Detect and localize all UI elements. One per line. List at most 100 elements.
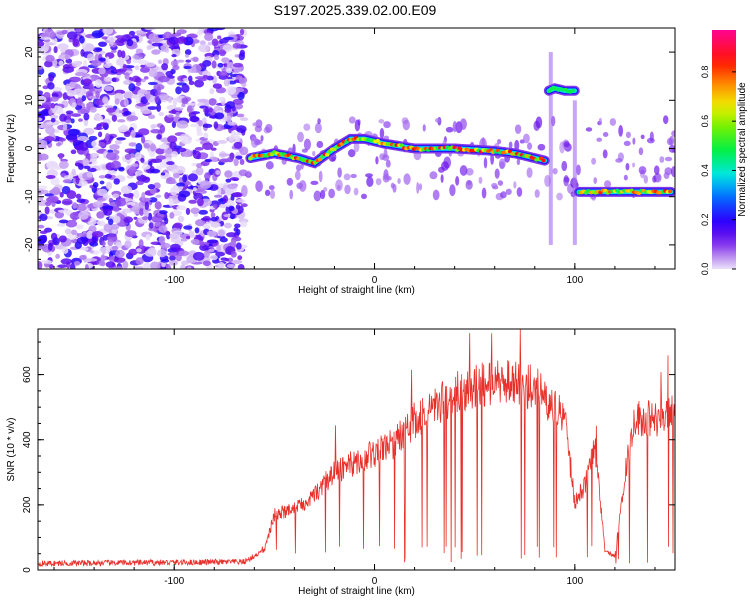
noise-blob: [226, 115, 232, 124]
spread-blob: [365, 173, 373, 178]
ridge-point: [399, 143, 404, 148]
noise-blob: [122, 63, 127, 73]
noise-blob: [144, 249, 157, 257]
noise-blob: [69, 212, 81, 220]
noise-blob: [103, 76, 112, 83]
noise-blob: [98, 67, 106, 75]
noise-blob: [39, 213, 48, 222]
noise-blob: [72, 137, 78, 144]
y-tick-label: 400: [22, 431, 33, 448]
noise-blob: [105, 56, 110, 65]
noise-blob: [69, 76, 81, 83]
noise-blob: [145, 234, 151, 241]
noise-blob: [172, 97, 178, 107]
spread-blob: [441, 161, 449, 171]
spectrogram-content: [38, 28, 675, 269]
noise-blob: [206, 239, 219, 244]
noise-blob: [138, 239, 144, 248]
noise-blob: [79, 35, 85, 44]
noise-blob: [237, 91, 245, 101]
ridge-point: [452, 145, 457, 150]
vertical-streak: [572, 100, 577, 245]
noise-blob: [226, 85, 237, 95]
spread-blob: [312, 150, 316, 157]
noise-blob: [163, 148, 173, 155]
spread-blob: [354, 119, 361, 132]
noise-blob: [204, 172, 211, 180]
noise-blob: [173, 230, 183, 236]
noise-blob: [133, 216, 138, 220]
noise-blob: [38, 139, 45, 147]
noise-blob: [123, 216, 134, 223]
noise-blob: [58, 153, 63, 160]
noise-blob: [150, 158, 163, 163]
snr-content: [38, 329, 675, 568]
noise-blob: [134, 77, 142, 83]
spread-blob: [385, 159, 391, 168]
noise-blob: [123, 208, 131, 213]
noise-blob: [62, 92, 68, 100]
spread-blob: [643, 174, 648, 184]
noise-blob: [239, 146, 249, 156]
noise-blob: [140, 78, 146, 83]
noise-blob: [174, 165, 186, 174]
noise-blob: [192, 56, 199, 63]
noise-blob: [50, 176, 60, 186]
noise-blob: [110, 160, 121, 169]
noise-blob: [176, 147, 187, 153]
noise-blob: [233, 103, 244, 110]
spread-blob: [653, 165, 660, 175]
noise-blob: [109, 37, 115, 46]
noise-blob: [91, 60, 102, 67]
noise-blob: [112, 205, 120, 212]
noise-blob: [50, 102, 55, 109]
noise-blob: [141, 191, 146, 201]
noise-blob: [238, 52, 245, 61]
noise-blob: [143, 142, 151, 149]
noise-blob: [157, 75, 170, 83]
noise-blob: [211, 60, 217, 69]
noise-blob: [160, 172, 166, 176]
ridge-point: [546, 89, 552, 94]
ridge-point: [332, 147, 337, 152]
noise-blob: [227, 183, 238, 190]
spread-blob: [585, 127, 593, 132]
noise-blob: [47, 82, 55, 90]
y-axis-label: Frequency (Hz): [6, 114, 17, 183]
noise-blob: [114, 98, 120, 105]
noise-blob: [176, 59, 185, 63]
noise-blob: [53, 46, 58, 54]
noise-blob: [232, 98, 244, 105]
noise-blob: [176, 205, 187, 211]
noise-blob: [199, 241, 205, 247]
spread-blob: [490, 153, 495, 165]
noise-blob: [213, 194, 223, 198]
noise-blob: [159, 210, 168, 215]
spread-blob: [527, 142, 533, 150]
noise-blob: [166, 161, 175, 166]
noise-blob: [123, 131, 131, 138]
spread-blob: [491, 183, 498, 189]
spread-blob: [604, 180, 612, 189]
noise-blob: [142, 110, 152, 114]
noise-blob: [147, 184, 156, 190]
noise-blob: [128, 248, 138, 256]
noise-blob: [45, 126, 55, 135]
noise-blob: [141, 164, 151, 170]
noise-blob: [98, 175, 107, 179]
noise-blob: [169, 212, 175, 219]
noise-blob: [139, 67, 151, 73]
noise-blob: [141, 135, 146, 144]
noise-blob: [158, 235, 166, 245]
noise-blob: [168, 260, 178, 266]
noise-blob: [87, 167, 97, 173]
noise-blob: [124, 240, 132, 249]
noise-blob: [45, 42, 50, 51]
spread-blob: [659, 156, 665, 163]
noise-blob: [207, 28, 220, 32]
noise-blob: [110, 49, 117, 53]
spread-blob: [552, 167, 558, 175]
noise-blob: [158, 111, 165, 117]
noise-blob: [76, 232, 88, 237]
spread-blob: [505, 188, 512, 195]
